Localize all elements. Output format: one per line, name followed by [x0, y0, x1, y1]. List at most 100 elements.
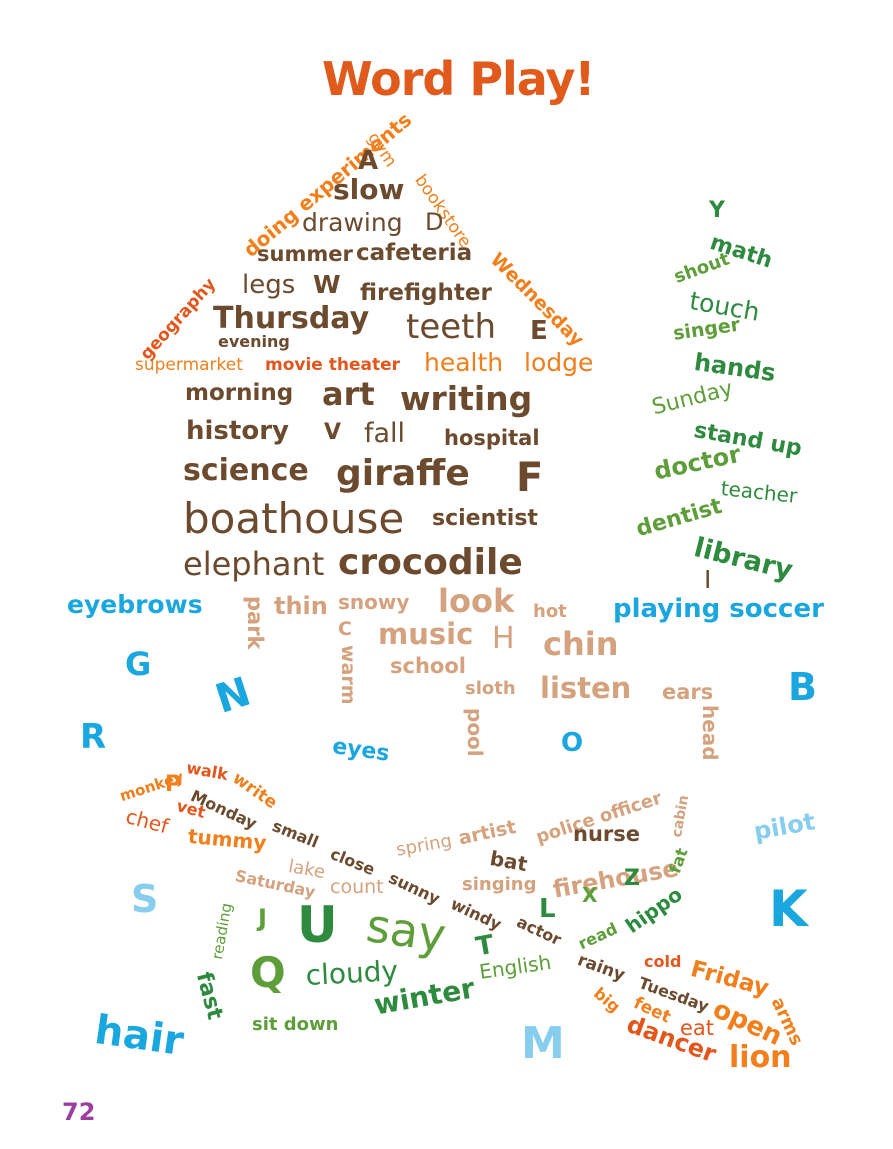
- word-e: E: [530, 316, 548, 346]
- word-summer: summer: [257, 242, 353, 266]
- word-reading: reading: [208, 901, 236, 961]
- word-scientist: scientist: [432, 506, 538, 531]
- word-art: art: [322, 375, 375, 413]
- word-sit-down: sit down: [252, 1014, 339, 1035]
- word-p: P: [165, 772, 182, 797]
- word-sunday: Sunday: [649, 376, 736, 421]
- word-chef: chef: [123, 804, 172, 839]
- word-windy: windy: [447, 894, 505, 935]
- word-legs: legs: [242, 270, 296, 300]
- word-shout: shout: [671, 248, 733, 288]
- word-thin: thin: [274, 592, 328, 620]
- word-music: music: [378, 617, 474, 651]
- word-cloudy: cloudy: [304, 954, 399, 992]
- word-fat: fat: [665, 845, 692, 876]
- word-bat: bat: [488, 846, 530, 877]
- word-crocodile: crocodile: [338, 542, 523, 583]
- word-u: U: [297, 896, 338, 954]
- word-b: B: [788, 665, 817, 709]
- word-r: R: [80, 717, 107, 757]
- word-pool: pool: [463, 708, 487, 757]
- word-hot: hot: [533, 601, 567, 622]
- word-vet: vet: [174, 796, 208, 822]
- word-o: O: [561, 728, 584, 758]
- word-eyes: eyes: [330, 734, 392, 767]
- word-elephant: elephant: [183, 545, 325, 583]
- word-fall: fall: [364, 418, 406, 449]
- word-boathouse: boathouse: [183, 494, 405, 543]
- word-hippo: hippo: [620, 881, 687, 939]
- word-snowy: snowy: [338, 590, 410, 614]
- word-artist: artist: [456, 815, 519, 850]
- word-h: H: [492, 621, 515, 656]
- word-g: G: [125, 645, 152, 683]
- word-actor: actor: [513, 912, 565, 950]
- word-c: C: [338, 618, 352, 640]
- word-j: J: [258, 904, 267, 932]
- word-tummy: tummy: [187, 824, 268, 855]
- word-l: L: [539, 894, 556, 924]
- word-n: N: [210, 668, 257, 723]
- word-lion: lion: [729, 1040, 792, 1075]
- word-geography: geography: [136, 274, 221, 365]
- word-walk: walk: [185, 758, 230, 784]
- word-m: M: [521, 1018, 565, 1069]
- word-hands: hands: [692, 348, 778, 388]
- word-teeth: teeth: [406, 307, 497, 347]
- word-v: V: [324, 420, 342, 445]
- word-ears: ears: [662, 680, 714, 704]
- word-park: park: [243, 596, 267, 650]
- word-a: A: [358, 146, 379, 176]
- word-firefighter: firefighter: [360, 280, 492, 306]
- word-nurse: nurse: [573, 822, 640, 846]
- word-cabin: cabin: [669, 793, 693, 839]
- word-small: small: [269, 816, 322, 852]
- page-title: Word Play!: [322, 52, 595, 106]
- word-y: Y: [709, 198, 725, 223]
- word-slow: slow: [333, 173, 405, 206]
- word-singing: singing: [462, 874, 537, 895]
- word-eyebrows: eyebrows: [67, 590, 203, 619]
- word-k: K: [769, 880, 808, 938]
- word-evening: evening: [218, 332, 290, 351]
- page-number: 72: [62, 1098, 96, 1126]
- word-teacher: teacher: [719, 476, 799, 508]
- word-school: school: [390, 654, 466, 678]
- word-x: X: [582, 883, 598, 907]
- word-look: look: [438, 582, 515, 620]
- word-fast: fast: [190, 969, 228, 1023]
- word-t: T: [473, 929, 497, 963]
- word-rainy: rainy: [574, 950, 628, 986]
- word-singer: singer: [671, 313, 742, 345]
- word-say: say: [363, 898, 450, 963]
- word-supermarket: supermarket: [135, 355, 243, 375]
- word-d: D: [425, 208, 444, 236]
- word-w: W: [313, 270, 341, 299]
- word-hospital: hospital: [444, 426, 540, 450]
- word-i: I: [704, 565, 712, 594]
- word-chin: chin: [543, 625, 619, 663]
- word-movie-theater: movie theater: [265, 355, 401, 375]
- word-head: head: [698, 705, 722, 761]
- word-q: Q: [250, 948, 286, 997]
- word-close: close: [327, 844, 378, 880]
- word-warm: warm: [337, 645, 359, 705]
- word-pilot: pilot: [751, 807, 818, 846]
- word-lodge: lodge: [524, 348, 594, 377]
- word-history: history: [186, 416, 289, 446]
- word-listen: listen: [540, 671, 632, 705]
- word-writing: writing: [400, 379, 533, 418]
- word-f: F: [516, 455, 544, 501]
- word-giraffe: giraffe: [336, 453, 470, 494]
- word-morning: morning: [185, 380, 294, 406]
- word-read: read: [575, 918, 621, 954]
- word-big: big: [590, 983, 625, 1017]
- word-playing-soccer: playing soccer: [613, 594, 824, 624]
- word-z: Z: [624, 866, 640, 891]
- word-cafeteria: cafeteria: [356, 240, 473, 266]
- word-cold: cold: [644, 952, 682, 971]
- word-sloth: sloth: [465, 678, 516, 699]
- word-s: S: [131, 877, 159, 921]
- word-hair: hair: [92, 1007, 187, 1065]
